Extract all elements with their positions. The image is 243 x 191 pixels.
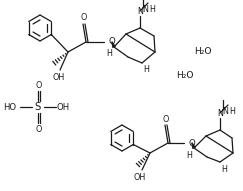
Polygon shape bbox=[192, 143, 196, 149]
Text: H₂O: H₂O bbox=[176, 70, 194, 79]
Text: N: N bbox=[222, 107, 228, 116]
Text: H₂O: H₂O bbox=[194, 48, 212, 57]
Text: N: N bbox=[137, 6, 143, 15]
Text: OH: OH bbox=[56, 103, 69, 112]
Text: OH: OH bbox=[134, 173, 146, 182]
Text: OH: OH bbox=[53, 74, 65, 83]
Text: N: N bbox=[217, 108, 223, 117]
Text: H: H bbox=[221, 164, 227, 173]
Text: O: O bbox=[163, 114, 169, 124]
Text: HO: HO bbox=[3, 103, 17, 112]
Text: O: O bbox=[188, 138, 195, 147]
Text: H: H bbox=[186, 151, 192, 159]
Text: N: N bbox=[142, 5, 148, 14]
Text: O: O bbox=[36, 125, 42, 134]
Text: H: H bbox=[106, 49, 112, 58]
Text: H: H bbox=[229, 107, 235, 116]
Text: O: O bbox=[81, 14, 87, 23]
Text: H: H bbox=[143, 66, 149, 74]
Text: O: O bbox=[108, 37, 115, 46]
Text: O: O bbox=[36, 82, 42, 91]
Polygon shape bbox=[112, 42, 116, 48]
Text: H: H bbox=[149, 5, 155, 14]
Text: S: S bbox=[35, 102, 41, 112]
